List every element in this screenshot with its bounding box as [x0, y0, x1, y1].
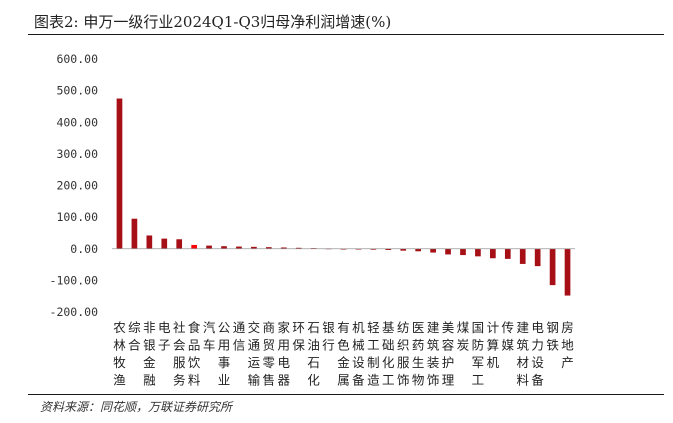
- x-tick-label: 食品饮料: [188, 320, 201, 388]
- x-tick-label: 基础化工: [382, 320, 395, 388]
- bar: [236, 246, 242, 249]
- x-tick-label: 石油石化: [307, 320, 320, 388]
- bar: [519, 248, 526, 264]
- bar: [221, 246, 227, 249]
- x-tick-label: 有色金属: [337, 320, 350, 388]
- y-tick-label: 400.00: [56, 115, 98, 129]
- bar: [265, 247, 272, 249]
- y-tick-label: 500.00: [56, 84, 98, 98]
- bar: [415, 248, 422, 252]
- x-tick-label: 计算机: [487, 320, 500, 370]
- y-tick-label: -100.00: [50, 273, 99, 287]
- x-tick-label: 环保: [292, 320, 305, 353]
- bar: [161, 238, 168, 249]
- source-note: 资料来源：同花顺，万联证券研究所: [40, 400, 233, 414]
- y-axis: 600.00 500.00 400.00 300.00 200.00 100.00 0.00…: [50, 52, 99, 319]
- x-tick-label: 通信: [233, 320, 246, 353]
- x-axis-labels: 农林牧渔综合非银金融电子社会服务食品饮料汽车公用事业通信交通运输商贸零售家用电器…: [113, 320, 574, 388]
- bar: [504, 248, 511, 259]
- bar: [146, 235, 153, 249]
- x-tick-label: 电子: [158, 320, 171, 353]
- x-tick-label: 机械设备: [352, 320, 365, 388]
- x-tick-label: 非银金融: [143, 320, 156, 388]
- x-tick-label: 煤炭: [457, 320, 470, 353]
- title-bar: 图表2: 申万一级行业2024Q1-Q3归母净利润增速(%): [28, 6, 664, 35]
- chart-title: 图表2: 申万一级行业2024Q1-Q3归母净利润增速(%): [34, 13, 392, 31]
- y-tick-label: 100.00: [56, 210, 98, 224]
- bar: [385, 248, 392, 251]
- bar: [131, 218, 138, 249]
- x-tick-label: 轻工制造: [367, 320, 380, 388]
- x-tick-label: 电力设备: [531, 320, 544, 388]
- bar: [206, 245, 212, 249]
- bar: [370, 248, 377, 250]
- y-tick-label: 300.00: [56, 147, 98, 161]
- x-tick-label: 纺织服饰: [397, 320, 410, 388]
- bar: [430, 248, 436, 253]
- bar: [475, 248, 481, 257]
- x-tick-label: 房地产: [561, 320, 574, 370]
- x-tick-label: 汽车: [203, 320, 216, 353]
- bar: [280, 247, 287, 249]
- y-tick-label: -200.00: [50, 305, 99, 319]
- bar: [191, 244, 197, 249]
- bar: [295, 247, 302, 249]
- x-tick-label: 社会服务: [173, 320, 186, 388]
- x-tick-label: 传媒: [502, 320, 515, 353]
- bar: [251, 246, 257, 249]
- y-tick-label: 600.00: [56, 52, 98, 66]
- bars: [116, 98, 571, 296]
- x-tick-label: 国防军工: [472, 320, 485, 388]
- bar: [445, 248, 451, 255]
- x-tick-label: 综合: [128, 320, 141, 353]
- bar: [400, 248, 407, 251]
- x-tick-label: 钢铁: [546, 320, 559, 353]
- bar: [116, 98, 123, 249]
- bar: [564, 248, 571, 296]
- x-tick-label: 美容护理: [442, 320, 455, 388]
- x-tick-label: 银行: [322, 320, 335, 353]
- bar: [176, 239, 183, 249]
- x-tick-label: 交通运输: [248, 320, 261, 388]
- x-tick-label: 建筑装饰: [427, 320, 440, 388]
- x-tick-label: 商贸零售: [263, 320, 276, 388]
- bar: [549, 248, 556, 286]
- x-tick-label: 医药生物: [412, 320, 425, 388]
- footer-divider: [28, 394, 664, 395]
- bar: [490, 248, 496, 259]
- x-tick-label: 建筑材料: [516, 320, 529, 388]
- x-tick-label: 公用事业: [218, 320, 231, 388]
- y-tick-label: 0.00: [70, 242, 98, 256]
- x-tick-label: 农林牧渔: [113, 320, 126, 388]
- bar: [460, 248, 466, 256]
- x-tick-label: 家用电器: [278, 320, 291, 388]
- bar: [534, 248, 541, 267]
- y-tick-label: 200.00: [56, 179, 98, 193]
